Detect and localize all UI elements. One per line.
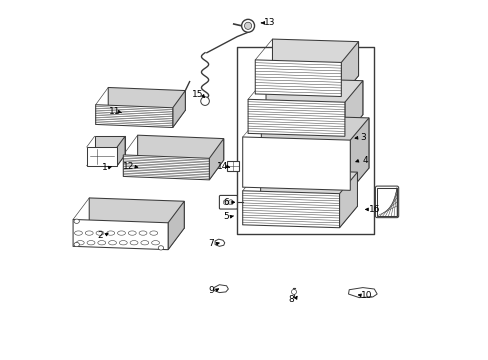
Circle shape bbox=[223, 200, 228, 205]
Text: 4: 4 bbox=[362, 156, 367, 165]
Polygon shape bbox=[260, 169, 357, 206]
Ellipse shape bbox=[74, 219, 79, 224]
Polygon shape bbox=[86, 147, 117, 166]
Text: 5: 5 bbox=[223, 212, 229, 221]
Polygon shape bbox=[247, 99, 344, 136]
Circle shape bbox=[291, 289, 296, 294]
Ellipse shape bbox=[74, 242, 79, 247]
Text: 7: 7 bbox=[208, 239, 214, 248]
Polygon shape bbox=[96, 105, 172, 127]
Text: 14: 14 bbox=[216, 162, 227, 171]
Text: 10: 10 bbox=[361, 291, 372, 300]
Polygon shape bbox=[265, 78, 362, 115]
Polygon shape bbox=[137, 135, 223, 160]
Text: 3: 3 bbox=[359, 133, 365, 142]
Polygon shape bbox=[123, 155, 209, 180]
Polygon shape bbox=[255, 60, 341, 96]
Polygon shape bbox=[376, 188, 396, 216]
Polygon shape bbox=[339, 172, 357, 228]
Text: 9: 9 bbox=[208, 286, 214, 295]
Circle shape bbox=[244, 22, 251, 30]
Polygon shape bbox=[349, 118, 368, 190]
Text: 6: 6 bbox=[223, 198, 229, 207]
Polygon shape bbox=[242, 137, 349, 190]
Polygon shape bbox=[117, 136, 125, 166]
Circle shape bbox=[241, 19, 254, 32]
Polygon shape bbox=[89, 198, 184, 228]
Circle shape bbox=[228, 200, 233, 205]
Polygon shape bbox=[341, 42, 358, 96]
Text: 8: 8 bbox=[287, 294, 293, 303]
Text: 2: 2 bbox=[97, 231, 103, 240]
Polygon shape bbox=[94, 136, 125, 155]
Polygon shape bbox=[214, 285, 228, 293]
Polygon shape bbox=[168, 201, 184, 250]
Polygon shape bbox=[172, 91, 185, 127]
Text: 1: 1 bbox=[102, 163, 107, 172]
Polygon shape bbox=[209, 139, 223, 180]
Polygon shape bbox=[73, 220, 168, 250]
Polygon shape bbox=[272, 39, 358, 76]
Polygon shape bbox=[108, 87, 185, 110]
FancyBboxPatch shape bbox=[227, 161, 238, 171]
Text: 15: 15 bbox=[192, 90, 203, 99]
Polygon shape bbox=[242, 191, 339, 228]
Text: 13: 13 bbox=[264, 18, 275, 27]
FancyBboxPatch shape bbox=[219, 195, 237, 209]
Text: 11: 11 bbox=[109, 107, 120, 116]
Polygon shape bbox=[344, 81, 362, 136]
Circle shape bbox=[201, 97, 209, 105]
Text: 16: 16 bbox=[368, 205, 379, 214]
Text: 12: 12 bbox=[123, 162, 134, 171]
Ellipse shape bbox=[158, 246, 163, 250]
Polygon shape bbox=[261, 115, 368, 168]
Polygon shape bbox=[348, 288, 376, 298]
Polygon shape bbox=[215, 239, 224, 246]
